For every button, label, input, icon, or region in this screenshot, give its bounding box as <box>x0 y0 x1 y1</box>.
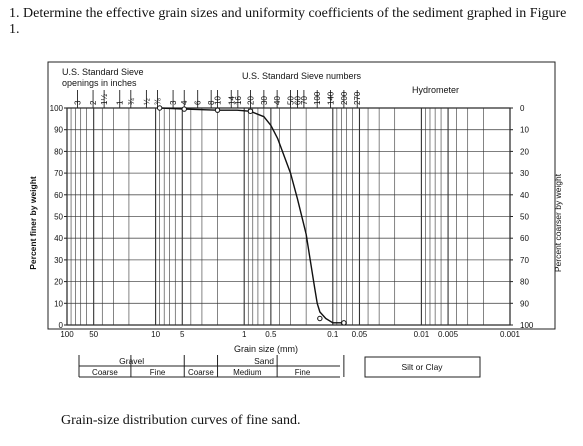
y-tick-left: 50 <box>54 213 63 222</box>
y-tick-right: 100 <box>520 321 534 330</box>
sieve-label: 200 <box>340 91 349 105</box>
sieve-label: 40 <box>273 96 282 105</box>
y-tick-left: 80 <box>54 147 63 156</box>
chart-frame <box>47 61 556 330</box>
sieve-label: 3 <box>169 100 178 105</box>
data-point <box>214 107 221 113</box>
sieve-label: ½ <box>142 98 151 105</box>
figure-caption: Grain-size distribution curves of fine s… <box>61 413 301 428</box>
sieve-label: ⅜ <box>153 98 162 105</box>
curve-line <box>159 107 344 324</box>
sieve-label: 1 <box>116 100 125 105</box>
y-tick-left: 10 <box>54 299 63 308</box>
x-tick-label: 5 <box>180 330 185 339</box>
x-tick-label: 10 <box>151 330 160 339</box>
y-tick-right: 30 <box>520 169 529 178</box>
data-point <box>317 315 323 322</box>
sieve-label: 3 <box>73 100 82 105</box>
y-tick-right: 0 <box>520 104 525 113</box>
sieve-numbers-header: U.S. Standard Sieve numbers <box>242 71 362 81</box>
data-point <box>341 320 347 326</box>
y-tick-left: 30 <box>54 256 63 265</box>
y-tick-right: 10 <box>520 126 529 135</box>
class-gravel-coarse: Coarse <box>92 368 118 377</box>
sieve-label: 60 <box>294 96 303 105</box>
y-tick-right: 50 <box>520 213 529 222</box>
y-tick-right: 80 <box>520 278 529 287</box>
y-tick-right: 20 <box>520 147 529 156</box>
y-tick-left: 40 <box>54 234 63 243</box>
sieve-label: 270 <box>353 91 362 105</box>
class-sand-fine: Fine <box>295 368 311 377</box>
sieve-openings-header-line2: openings in inches <box>62 78 137 88</box>
sieve-label: 140 <box>327 91 336 105</box>
sieve-label: 8 <box>207 100 216 105</box>
class-sand-coarse: Coarse <box>188 368 214 377</box>
y-tick-right: 70 <box>520 256 529 265</box>
chart-axes: 0102030405060708090100100908070605040302… <box>50 104 534 339</box>
sieve-label: 100 <box>313 91 322 105</box>
sieve-label: 2 <box>89 100 98 105</box>
sieve-openings-header-line1: U.S. Standard Sieve <box>62 67 144 77</box>
sieve-label: 1½ <box>100 94 109 105</box>
y-axis-label-left: Percent finer by weight <box>28 176 38 270</box>
sieve-label: 14 <box>227 96 236 105</box>
x-tick-label: 0.01 <box>414 330 430 339</box>
chart-grid <box>47 61 556 330</box>
sieve-label: 10 <box>214 96 223 105</box>
sieve-label: ¾ <box>127 98 136 105</box>
x-tick-label: 0.005 <box>438 330 459 339</box>
silt-clay-box <box>364 356 481 378</box>
chart-header: U.S. Standard Sieve openings in inches U… <box>62 67 459 95</box>
class-silt-clay: Silt or Clay <box>401 362 443 372</box>
y-tick-right: 40 <box>520 191 529 200</box>
class-gravel: Gravel <box>119 356 144 366</box>
y-tick-left: 0 <box>59 321 64 330</box>
y-tick-right: 90 <box>520 299 529 308</box>
x-tick-label: 50 <box>89 330 98 339</box>
y-axis-label-right: Percent coarser by weight <box>553 173 563 272</box>
hydrometer-header: Hydrometer <box>412 85 459 95</box>
x-axis-label: Grain size (mm) <box>234 344 298 354</box>
y-tick-left: 90 <box>54 126 63 135</box>
sieve-label: 16 <box>234 96 243 105</box>
x-tick-label: 0.1 <box>327 330 339 339</box>
sieve-label: 70 <box>300 96 309 105</box>
sieve-label: 30 <box>260 96 269 105</box>
x-tick-label: 0.5 <box>265 330 277 339</box>
sieve-label: 50 <box>287 96 296 105</box>
gradation-curve <box>156 105 347 326</box>
x-tick-label: 100 <box>60 330 74 339</box>
class-sand-medium: Medium <box>233 368 262 377</box>
data-point <box>181 106 187 112</box>
class-sand: Sand <box>254 356 274 366</box>
class-gravel-fine: Fine <box>150 368 166 377</box>
x-tick-label: 1 <box>242 330 247 339</box>
x-tick-label: 0.05 <box>352 330 368 339</box>
data-point <box>156 105 163 111</box>
question-text: 1. Determine the effective grain sizes a… <box>9 6 567 37</box>
sieve-label: 4 <box>180 100 189 105</box>
y-tick-left: 100 <box>50 104 64 113</box>
y-tick-left: 60 <box>54 191 63 200</box>
data-point <box>247 108 254 114</box>
sieve-label: 6 <box>194 100 203 105</box>
y-tick-left: 20 <box>54 278 63 287</box>
x-tick-label: 0.001 <box>500 330 521 339</box>
y-tick-right: 60 <box>520 234 529 243</box>
sieve-label: 20 <box>246 96 255 105</box>
y-tick-left: 70 <box>54 169 63 178</box>
